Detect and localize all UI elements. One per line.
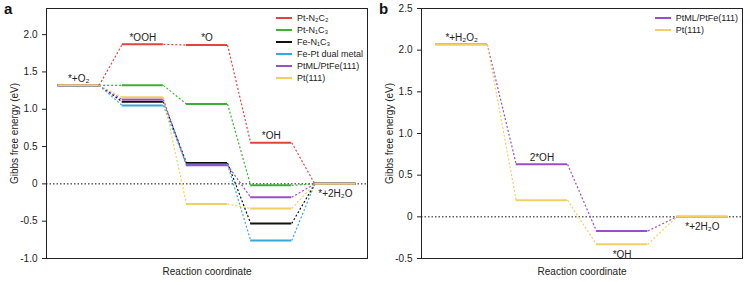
svg-text:Reaction coordinate: Reaction coordinate bbox=[163, 266, 252, 277]
svg-text:1.0: 1.0 bbox=[399, 128, 413, 139]
svg-text:*O: *O bbox=[201, 32, 213, 43]
html-text:PtML/PtFe(111): PtML/PtFe(111) bbox=[297, 61, 360, 71]
svg-text:-1.0: -1.0 bbox=[20, 253, 38, 264]
svg-text:*+O₂: *+O₂ bbox=[68, 73, 90, 84]
html-text:Pt-N₁C₃: Pt-N₁C₃ bbox=[297, 25, 329, 35]
svg-text:1.0: 1.0 bbox=[24, 103, 38, 114]
svg-text:Gibbs free energy (eV): Gibbs free energy (eV) bbox=[384, 83, 395, 184]
svg-text:0.5: 0.5 bbox=[399, 169, 413, 180]
html-text:PtML/PtFe(111): PtML/PtFe(111) bbox=[675, 13, 738, 23]
svg-text:-0.5: -0.5 bbox=[395, 253, 413, 264]
svg-text:*OH: *OH bbox=[262, 130, 281, 141]
html-text:Pt-N₂C₂: Pt-N₂C₂ bbox=[297, 13, 329, 23]
svg-text:1.5: 1.5 bbox=[399, 86, 413, 97]
svg-text:*+H₂O₂: *+H₂O₂ bbox=[445, 32, 478, 43]
svg-text:*OOH: *OOH bbox=[129, 32, 156, 43]
html-text:Fe-N₁C₃: Fe-N₁C₃ bbox=[297, 37, 331, 47]
html-text:Fe-Pt dual metal: Fe-Pt dual metal bbox=[297, 49, 363, 59]
html-text:b: b bbox=[379, 0, 389, 17]
svg-text:Gibbs free energy (eV): Gibbs free energy (eV) bbox=[9, 83, 20, 184]
html-text:a: a bbox=[4, 0, 13, 17]
svg-text:2.0: 2.0 bbox=[399, 44, 413, 55]
svg-text:0: 0 bbox=[407, 211, 413, 222]
svg-text:0: 0 bbox=[32, 178, 38, 189]
svg-text:Reaction coordinate: Reaction coordinate bbox=[538, 266, 627, 277]
svg-text:2.5: 2.5 bbox=[399, 3, 413, 14]
svg-text:2.0: 2.0 bbox=[24, 29, 38, 40]
html-text:Pt(111): Pt(111) bbox=[297, 73, 326, 83]
svg-text:*+2H₂O: *+2H₂O bbox=[318, 188, 352, 199]
svg-text:-0.5: -0.5 bbox=[20, 215, 38, 226]
svg-text:*+2H₂O: *+2H₂O bbox=[685, 221, 719, 232]
svg-text:0.5: 0.5 bbox=[24, 141, 38, 152]
svg-text:*OH: *OH bbox=[613, 249, 632, 260]
html-text:Pt(111): Pt(111) bbox=[675, 25, 704, 35]
svg-text:2*OH: 2*OH bbox=[530, 152, 554, 163]
svg-text:1.5: 1.5 bbox=[24, 66, 38, 77]
